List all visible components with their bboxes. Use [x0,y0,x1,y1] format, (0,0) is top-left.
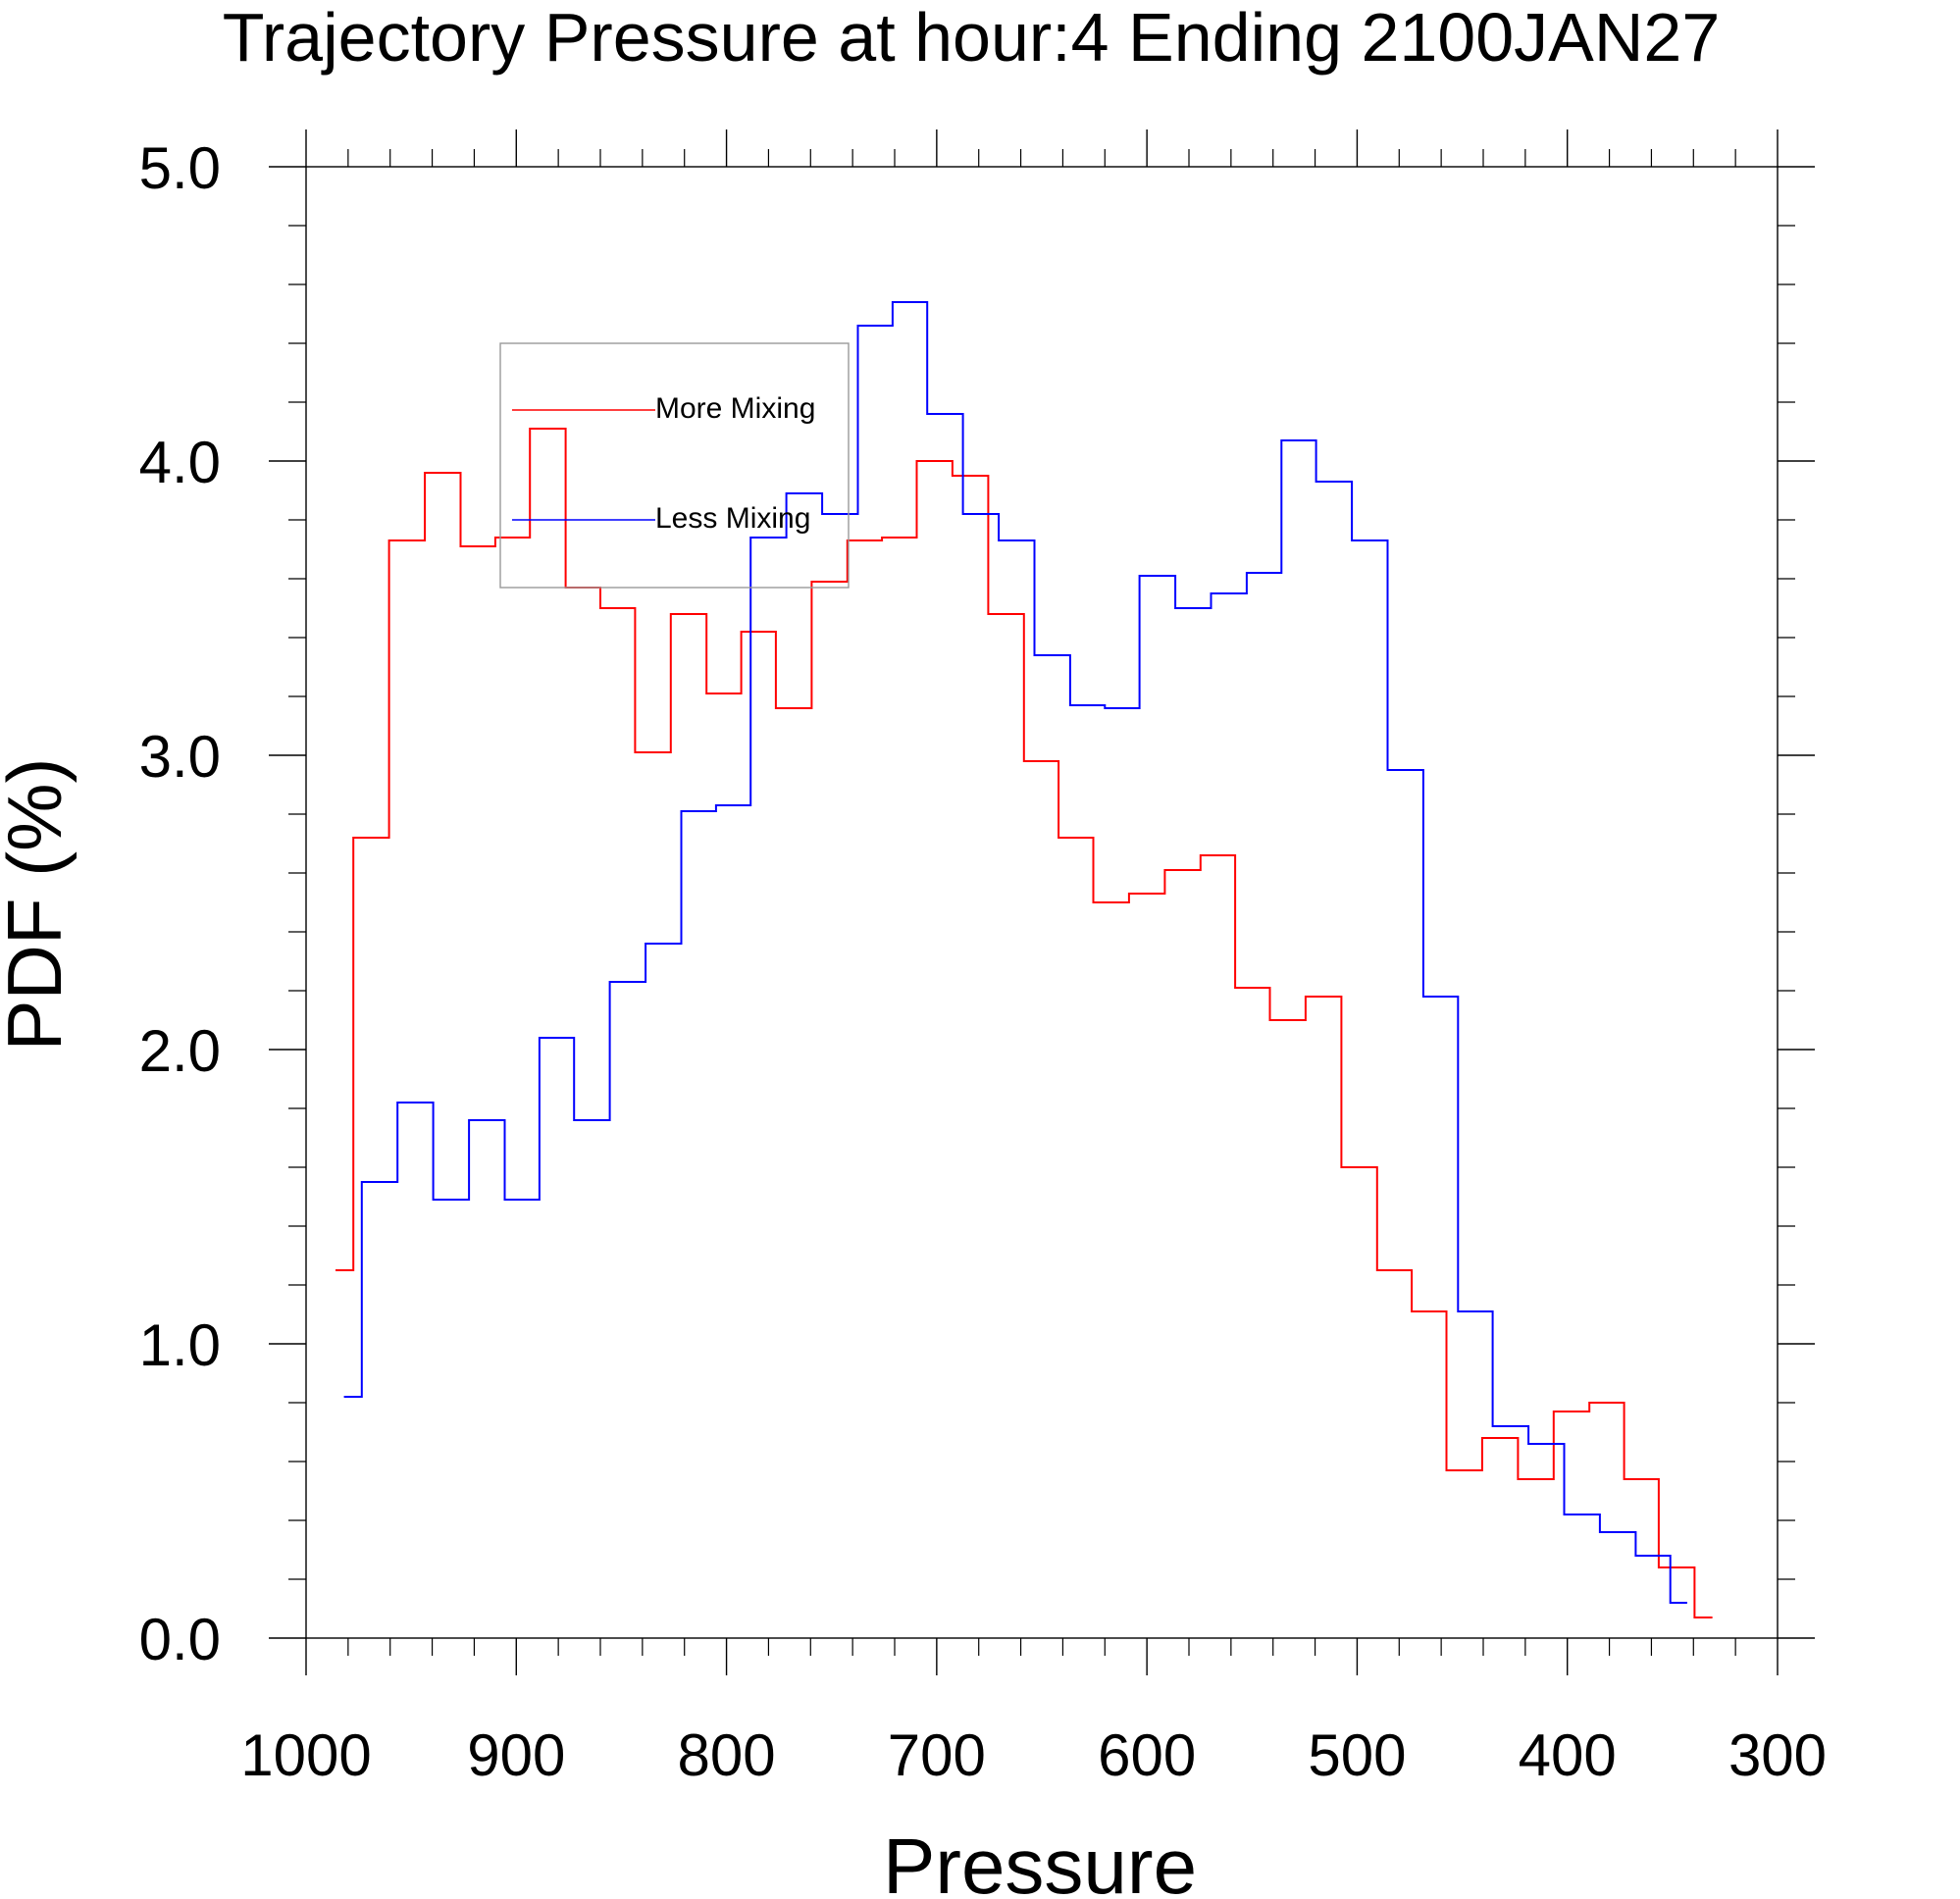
x-axis-label: Pressure [883,1822,1197,1899]
series-line-more-mixing [335,428,1713,1618]
axis-tick-labels: 0.0 1.0 2.0 3.0 4.0 5.0 1000 900 800 700 600 500 400… [139,135,1827,1788]
y-axis-label: PDF (%) [0,758,77,1052]
plot-frame [305,166,1779,1639]
y-tick-label: 1.0 [139,1312,221,1378]
x-tick-label: 700 [888,1722,986,1788]
y-tick-label: 3.0 [139,724,221,790]
legend-label-less-mixing: Less Mixing [655,502,810,535]
x-tick-label: 400 [1519,1722,1617,1788]
y-tick-label: 0.0 [139,1607,221,1672]
chart-title: Trajectory Pressure at hour:4 Ending 210… [223,0,1721,76]
x-tick-label: 900 [467,1722,565,1788]
legend: More Mixing Less Mixing [499,342,850,589]
series-lines [335,301,1713,1618]
legend-label-more-mixing: More Mixing [655,392,815,425]
axis-ticks [269,129,1815,1675]
x-tick-label: 300 [1728,1722,1827,1788]
y-tick-label: 5.0 [139,135,221,201]
x-tick-label: 500 [1308,1722,1406,1788]
x-tick-label: 800 [678,1722,776,1788]
y-tick-label: 2.0 [139,1018,221,1084]
x-tick-label: 1000 [240,1722,371,1788]
series-line-less-mixing [343,301,1687,1604]
y-tick-label: 4.0 [139,430,221,495]
legend-box [499,342,850,589]
x-tick-label: 600 [1098,1722,1196,1788]
